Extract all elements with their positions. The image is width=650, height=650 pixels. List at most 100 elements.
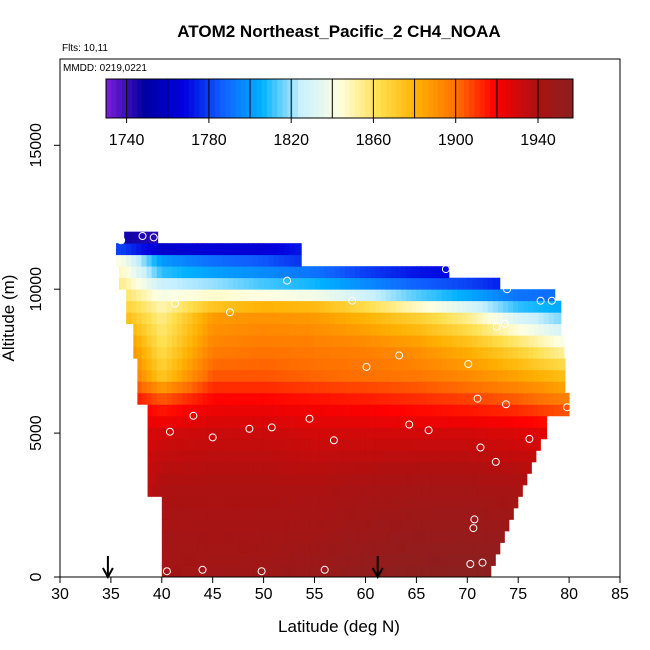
field-cell	[508, 404, 514, 417]
field-cell	[243, 461, 249, 474]
field-cell	[172, 254, 178, 267]
field-cell	[482, 404, 489, 417]
field-cell	[345, 553, 351, 566]
observation-point	[469, 524, 478, 533]
field-cell	[411, 496, 417, 509]
field-cell	[538, 415, 545, 428]
field-cell	[548, 300, 555, 313]
field-cell	[411, 312, 417, 325]
field-cell	[396, 381, 402, 394]
field-cell	[502, 519, 509, 532]
field-cell	[243, 335, 249, 348]
field-cell	[406, 484, 412, 497]
field-cell	[258, 404, 265, 417]
field-cell	[334, 553, 341, 566]
field-cell	[467, 358, 473, 371]
field-cell	[304, 484, 310, 497]
field-cell	[268, 266, 275, 279]
field-cell	[284, 323, 290, 336]
field-cell	[217, 438, 224, 451]
field-cell	[182, 266, 188, 279]
field-cell	[146, 346, 153, 359]
colorbar-segment	[131, 79, 138, 118]
field-cell	[340, 484, 346, 497]
field-cell	[238, 553, 244, 566]
field-cell	[304, 346, 310, 359]
field-cell	[396, 427, 402, 440]
field-cell	[197, 415, 203, 428]
field-cell	[172, 323, 178, 336]
colorbar-segment	[220, 79, 226, 118]
field-cell	[543, 358, 550, 371]
colorbar: 1740 1780 1820 1860 1900 1940	[105, 78, 574, 149]
field-cell	[345, 438, 351, 451]
field-cell	[273, 415, 280, 428]
field-cell	[217, 358, 224, 371]
field-cell	[268, 542, 275, 555]
field-cell	[523, 312, 529, 325]
field-cell	[431, 530, 438, 543]
field-cell	[502, 438, 509, 451]
observation-point	[257, 567, 266, 576]
field-cell	[375, 335, 382, 348]
field-cell	[166, 438, 173, 451]
field-cell	[156, 484, 163, 497]
field-cell	[228, 277, 234, 290]
field-cell	[263, 553, 270, 566]
field-cell	[441, 484, 448, 497]
field-cell	[345, 369, 351, 382]
x-tick-label: 60	[357, 586, 375, 603]
field-cell	[324, 450, 331, 463]
field-cell	[329, 565, 336, 577]
field-cell	[253, 450, 259, 463]
field-cell	[233, 381, 239, 394]
field-cell	[197, 496, 203, 509]
field-cell	[238, 346, 244, 359]
field-cell	[294, 335, 300, 348]
field-cell	[487, 404, 494, 417]
field-cell	[299, 507, 305, 520]
field-cell	[222, 381, 229, 394]
field-cell	[258, 565, 265, 577]
field-cell	[151, 381, 158, 394]
field-cell	[141, 346, 147, 359]
field-cell	[416, 404, 422, 417]
field-cell	[508, 335, 514, 348]
field-cell	[548, 335, 555, 348]
field-cell	[385, 542, 392, 555]
field-cell	[212, 473, 219, 486]
field-cell	[212, 507, 219, 520]
x-tick-label: 70	[458, 586, 476, 603]
field-cell	[508, 392, 514, 405]
field-cell	[380, 484, 387, 497]
field-cell	[396, 346, 402, 359]
field-cell	[304, 530, 310, 543]
field-cell	[278, 484, 285, 497]
field-cell	[202, 254, 209, 267]
field-cell	[401, 404, 407, 417]
field-cell	[340, 473, 346, 486]
field-cell	[385, 438, 392, 451]
field-cell	[472, 277, 478, 290]
field-cell	[258, 427, 265, 440]
field-cell	[299, 392, 305, 405]
field-cell	[133, 335, 137, 348]
field-cell	[202, 461, 209, 474]
field-cell	[457, 312, 463, 325]
field-cell	[222, 507, 229, 520]
field-cell	[452, 484, 458, 497]
field-cell	[487, 507, 494, 520]
field-cell	[487, 438, 494, 451]
field-cell	[375, 346, 382, 359]
field-cell	[177, 312, 183, 325]
field-cell	[375, 266, 382, 279]
field-cell	[492, 392, 499, 405]
colorbar-segment	[209, 79, 216, 118]
field-cell	[421, 542, 427, 555]
flight-arrow-head	[102, 567, 114, 580]
field-cell	[124, 231, 127, 244]
field-cell	[467, 427, 473, 440]
field-cell	[309, 392, 315, 405]
field-cell	[324, 427, 331, 440]
colorbar-segment	[235, 79, 242, 118]
